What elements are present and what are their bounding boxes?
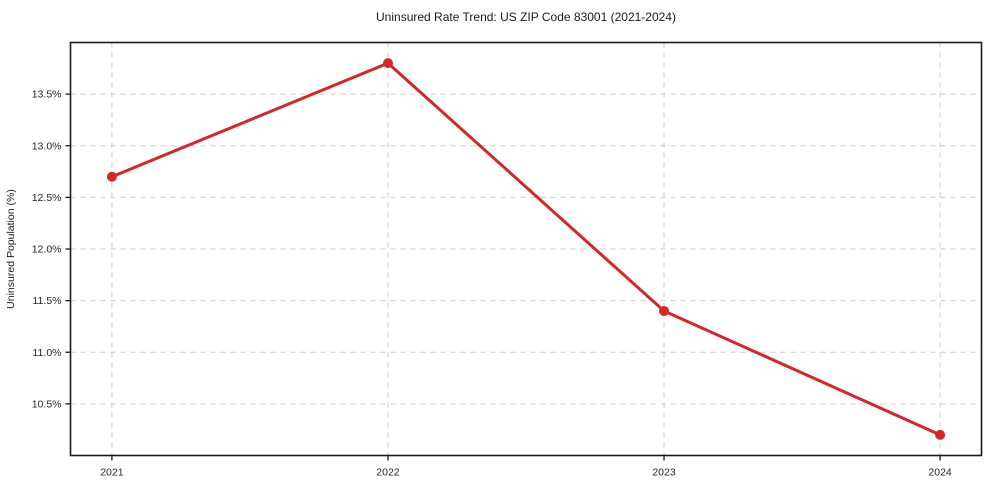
trend-line <box>110 61 942 437</box>
y-tick-label: 13.5% <box>32 89 62 101</box>
y-tick-label: 10.5% <box>32 398 62 410</box>
chart-title: Uninsured Rate Trend: US ZIP Code 83001 … <box>376 10 676 24</box>
axes-layer: 2021 2022 2023 2024 10.5% 11.0% 11.5% 12.0% 12.5… <box>32 41 983 479</box>
y-tick-label: 12.0% <box>32 244 62 256</box>
data-point-marker <box>935 429 946 440</box>
trend-line-series <box>106 58 946 440</box>
y-tick-label: 11.5% <box>33 295 62 307</box>
y-tick-label: 13.0% <box>32 140 62 152</box>
y-tick-label: 12.5% <box>32 192 62 204</box>
y-axis-label: Uninsured Population (%) <box>5 189 17 309</box>
x-tick-label: 2024 <box>928 467 952 479</box>
data-point-marker <box>382 58 393 69</box>
x-tick-label: 2023 <box>652 467 676 479</box>
data-point-marker <box>106 171 117 182</box>
x-tick-label: 2022 <box>376 467 400 479</box>
grid-layer <box>70 42 982 456</box>
y-tick-label: 11.0% <box>33 347 62 359</box>
data-point-marker <box>659 305 670 316</box>
x-tick-label: 2021 <box>100 467 124 479</box>
